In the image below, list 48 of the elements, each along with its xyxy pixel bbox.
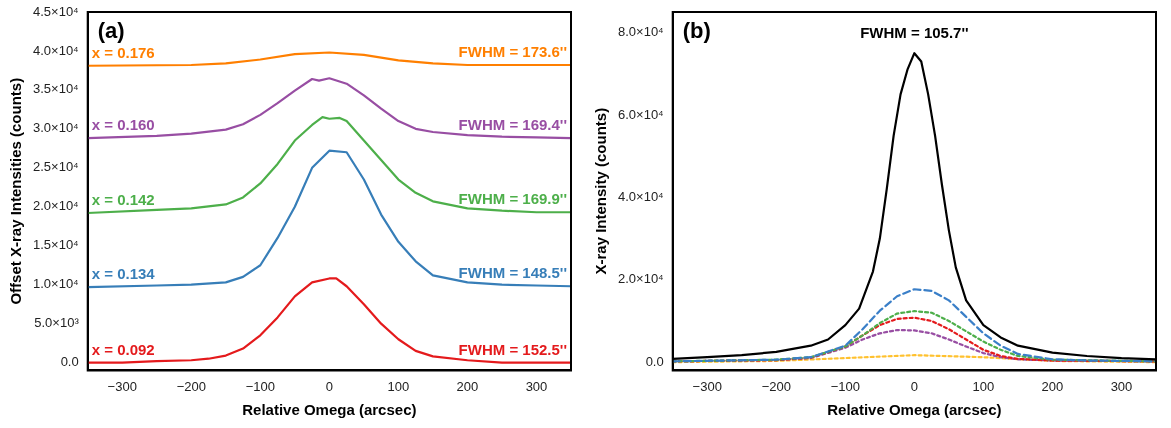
annotation: FWHM = 105.7'' bbox=[860, 24, 969, 42]
x-tick-label: 0 bbox=[910, 378, 918, 394]
series-label: x = 0.176 bbox=[91, 43, 155, 61]
x-tick-label: 100 bbox=[972, 378, 995, 394]
x-axis-title: Relative Omega (arcsec) bbox=[827, 401, 1002, 419]
series-label: x = 0.092 bbox=[91, 340, 155, 358]
y-tick-label: 6.0×10⁴ bbox=[617, 106, 664, 122]
y-tick-label: 1.5×10⁴ bbox=[32, 237, 79, 253]
annotation: FWHM = 169.4'' bbox=[458, 116, 567, 134]
x-tick-label: 0 bbox=[325, 378, 333, 394]
line-series bbox=[672, 354, 1156, 364]
y-tick-label: 0.0 bbox=[645, 353, 664, 369]
y-tick-label: 1.0×10⁴ bbox=[32, 276, 79, 292]
y-tick-label: 4.5×10⁴ bbox=[32, 3, 79, 19]
x-tick-label: −100 bbox=[245, 378, 275, 394]
series-label: x = 0.142 bbox=[91, 191, 155, 209]
x-tick-label: 300 bbox=[1110, 378, 1133, 394]
y-tick-label: 2.0×10⁴ bbox=[617, 271, 664, 287]
y-tick-label: 4.0×10⁴ bbox=[617, 188, 664, 204]
x-tick-label: 200 bbox=[1041, 378, 1064, 394]
y-tick-label: 0.0 bbox=[60, 354, 79, 370]
annotation: FWHM = 148.5'' bbox=[458, 264, 567, 282]
y-tick-label: 8.0×10⁴ bbox=[617, 24, 664, 40]
y-tick-label: 5.0×10³ bbox=[34, 315, 80, 331]
x-tick-label: −300 bbox=[692, 378, 722, 394]
series-label: x = 0.160 bbox=[91, 116, 155, 134]
annotation: (a) bbox=[97, 18, 125, 44]
y-tick-label: 3.0×10⁴ bbox=[32, 120, 79, 136]
x-tick-label: −200 bbox=[176, 378, 206, 394]
series-label: x = 0.134 bbox=[91, 265, 156, 283]
annotation: FWHM = 173.6'' bbox=[458, 43, 567, 61]
x-tick-label: 100 bbox=[387, 378, 410, 394]
x-tick-label: −100 bbox=[830, 378, 860, 394]
line-series bbox=[672, 288, 1156, 363]
annotation: (b) bbox=[682, 18, 711, 44]
annotation: FWHM = 152.5'' bbox=[458, 340, 567, 358]
x-tick-label: −300 bbox=[107, 378, 137, 394]
x-axis-title: Relative Omega (arcsec) bbox=[242, 401, 417, 419]
x-tick-label: 200 bbox=[456, 378, 479, 394]
y-tick-label: 2.5×10⁴ bbox=[32, 159, 79, 175]
y-axis-title: Offset X-ray Intensities (counts) bbox=[7, 77, 25, 305]
y-tick-label: 2.0×10⁴ bbox=[32, 198, 79, 214]
x-tick-label: 300 bbox=[525, 378, 548, 394]
y-axis-title: X-ray Intensity (counts) bbox=[592, 107, 610, 275]
y-tick-label: 3.5×10⁴ bbox=[32, 81, 79, 97]
x-tick-label: −200 bbox=[761, 378, 791, 394]
y-tick-label: 4.0×10⁴ bbox=[32, 42, 79, 58]
annotation: FWHM = 169.9'' bbox=[458, 190, 567, 208]
